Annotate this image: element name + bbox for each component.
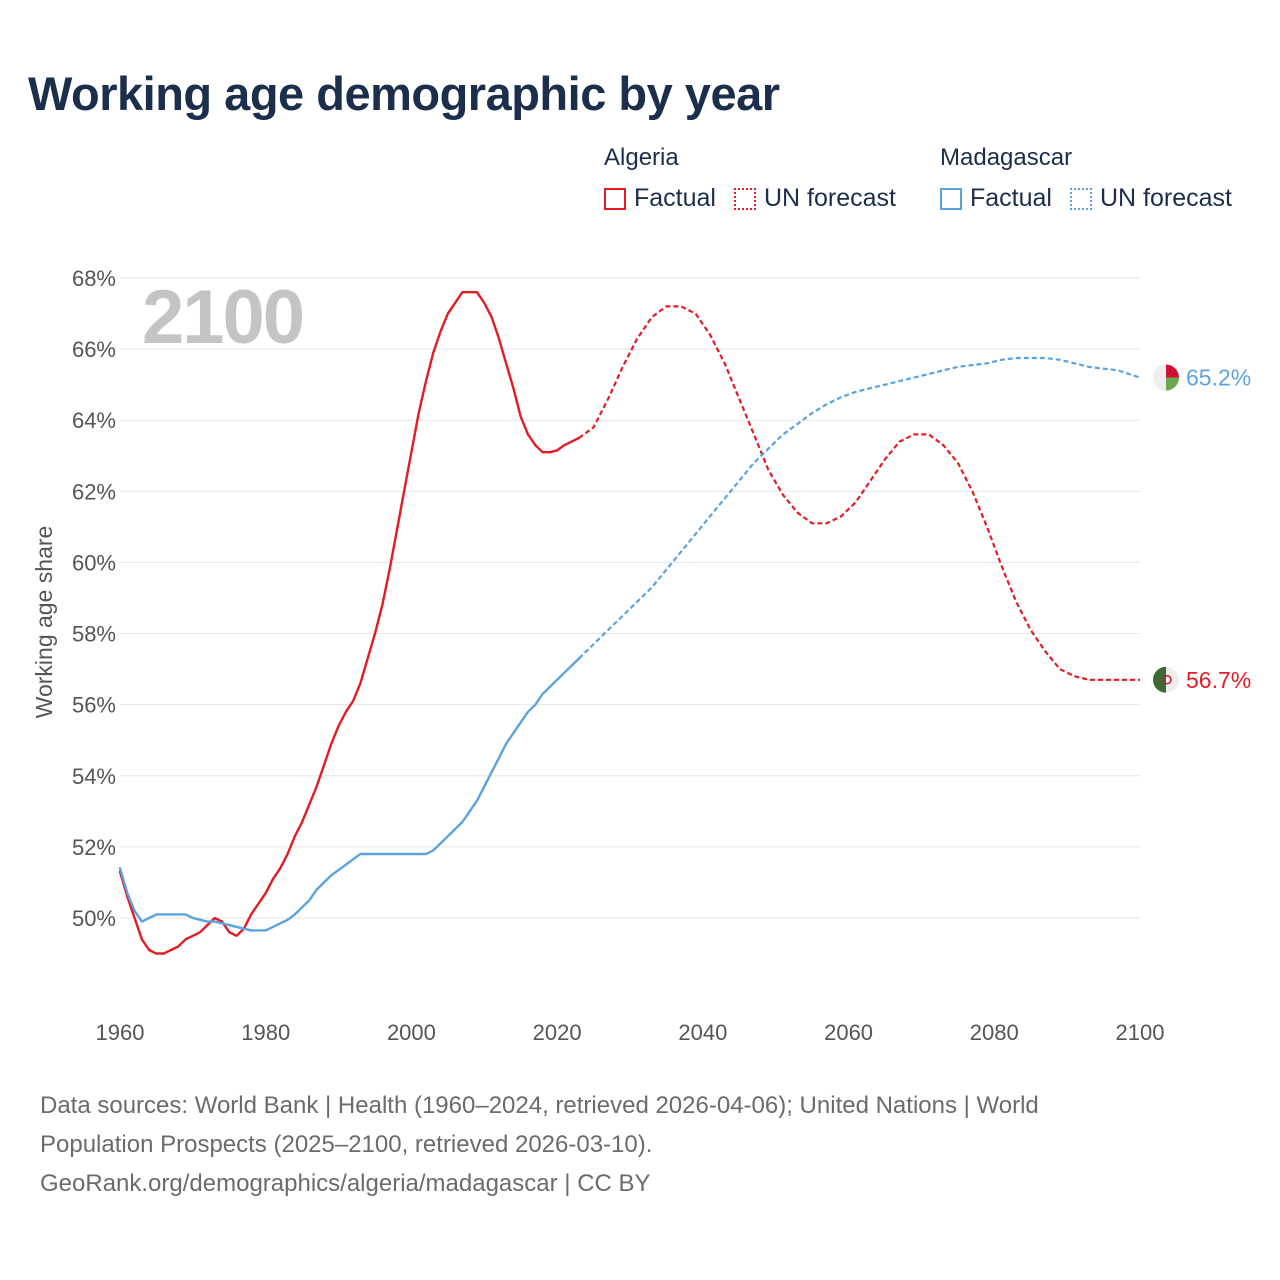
end-markers: 56.7% 65.2% <box>1153 364 1251 693</box>
madagascar-end-label: 65.2% <box>1186 365 1251 391</box>
x-tick-labels: 1960 1980 2000 2020 2040 2060 2080 2100 <box>96 1020 1165 1045</box>
legend-algeria: Algeria Factual UN forecast <box>604 144 896 213</box>
x-tick-label: 2040 <box>678 1020 727 1045</box>
algeria-end-label: 56.7% <box>1186 667 1251 693</box>
y-tick-label: 58% <box>72 622 116 647</box>
legend-madagascar: Madagascar Factual UN forecast <box>940 144 1232 213</box>
y-tick-label: 56% <box>72 693 116 718</box>
x-tick-label: 2100 <box>1116 1020 1165 1045</box>
y-tick-label: 66% <box>72 337 116 362</box>
footer-source-link[interactable]: GeoRank.org/demographics/algeria/madagas… <box>40 1170 651 1197</box>
legend-algeria-factual[interactable]: Factual <box>604 184 716 213</box>
legend-madagascar-factual[interactable]: Factual <box>940 184 1052 213</box>
grid-lines <box>120 277 1140 919</box>
y-tick-label: 62% <box>72 479 116 504</box>
x-tick-label: 2060 <box>824 1020 873 1045</box>
madagascar-flag-icon <box>1153 364 1179 391</box>
y-tick-labels: 50% 52% 54% 56% 58% 60% 62% 64% 66% 68% <box>72 266 116 931</box>
algeria-factual-line[interactable] <box>118 291 581 955</box>
series-lines <box>118 291 1141 955</box>
legend-country-name: Algeria <box>604 144 679 171</box>
legend-label: UN forecast <box>1099 184 1232 212</box>
y-tick-label: 50% <box>72 906 116 931</box>
footer-line-1: Data sources: World Bank | Health (1960–… <box>40 1092 1039 1119</box>
year-watermark: 2100 <box>142 275 303 360</box>
y-tick-label: 68% <box>72 266 116 291</box>
source-footer: Data sources: World Bank | Health (1960–… <box>40 1086 1240 1203</box>
dotted-swatch-icon <box>733 187 756 210</box>
legend-algeria-forecast[interactable]: UN forecast <box>733 184 896 213</box>
solid-swatch-icon <box>604 187 626 210</box>
y-tick-label: 60% <box>72 550 116 575</box>
footer-line-2: Population Prospects (2025–2100, retriev… <box>40 1131 653 1158</box>
legend-label: Factual <box>634 184 716 212</box>
x-tick-label: 2000 <box>387 1020 436 1045</box>
line-chart: 2100 Working age share 50% 52% 54% 56% 58% 60… <box>31 266 1251 1045</box>
solid-swatch-icon <box>940 187 962 210</box>
dotted-swatch-icon <box>1069 187 1092 210</box>
algeria-forecast-line[interactable] <box>578 305 1140 681</box>
y-tick-label: 64% <box>72 408 116 433</box>
chart-title: Working age demographic by year <box>28 67 780 120</box>
x-tick-label: 1980 <box>241 1020 290 1045</box>
y-tick-label: 52% <box>72 835 116 860</box>
legend-label: Factual <box>970 184 1052 212</box>
madagascar-factual-line[interactable] <box>118 657 581 932</box>
x-tick-label: 2080 <box>970 1020 1019 1045</box>
y-axis-label: Working age share <box>31 526 57 719</box>
x-tick-label: 2020 <box>533 1020 582 1045</box>
x-tick-label: 1960 <box>96 1020 145 1045</box>
algeria-flag-icon <box>1153 666 1179 693</box>
madagascar-forecast-line[interactable] <box>578 356 1141 660</box>
y-tick-label: 54% <box>72 764 116 789</box>
legend-label: UN forecast <box>763 184 896 212</box>
legend-country-name: Madagascar <box>940 144 1073 171</box>
legend-madagascar-forecast[interactable]: UN forecast <box>1069 184 1232 213</box>
